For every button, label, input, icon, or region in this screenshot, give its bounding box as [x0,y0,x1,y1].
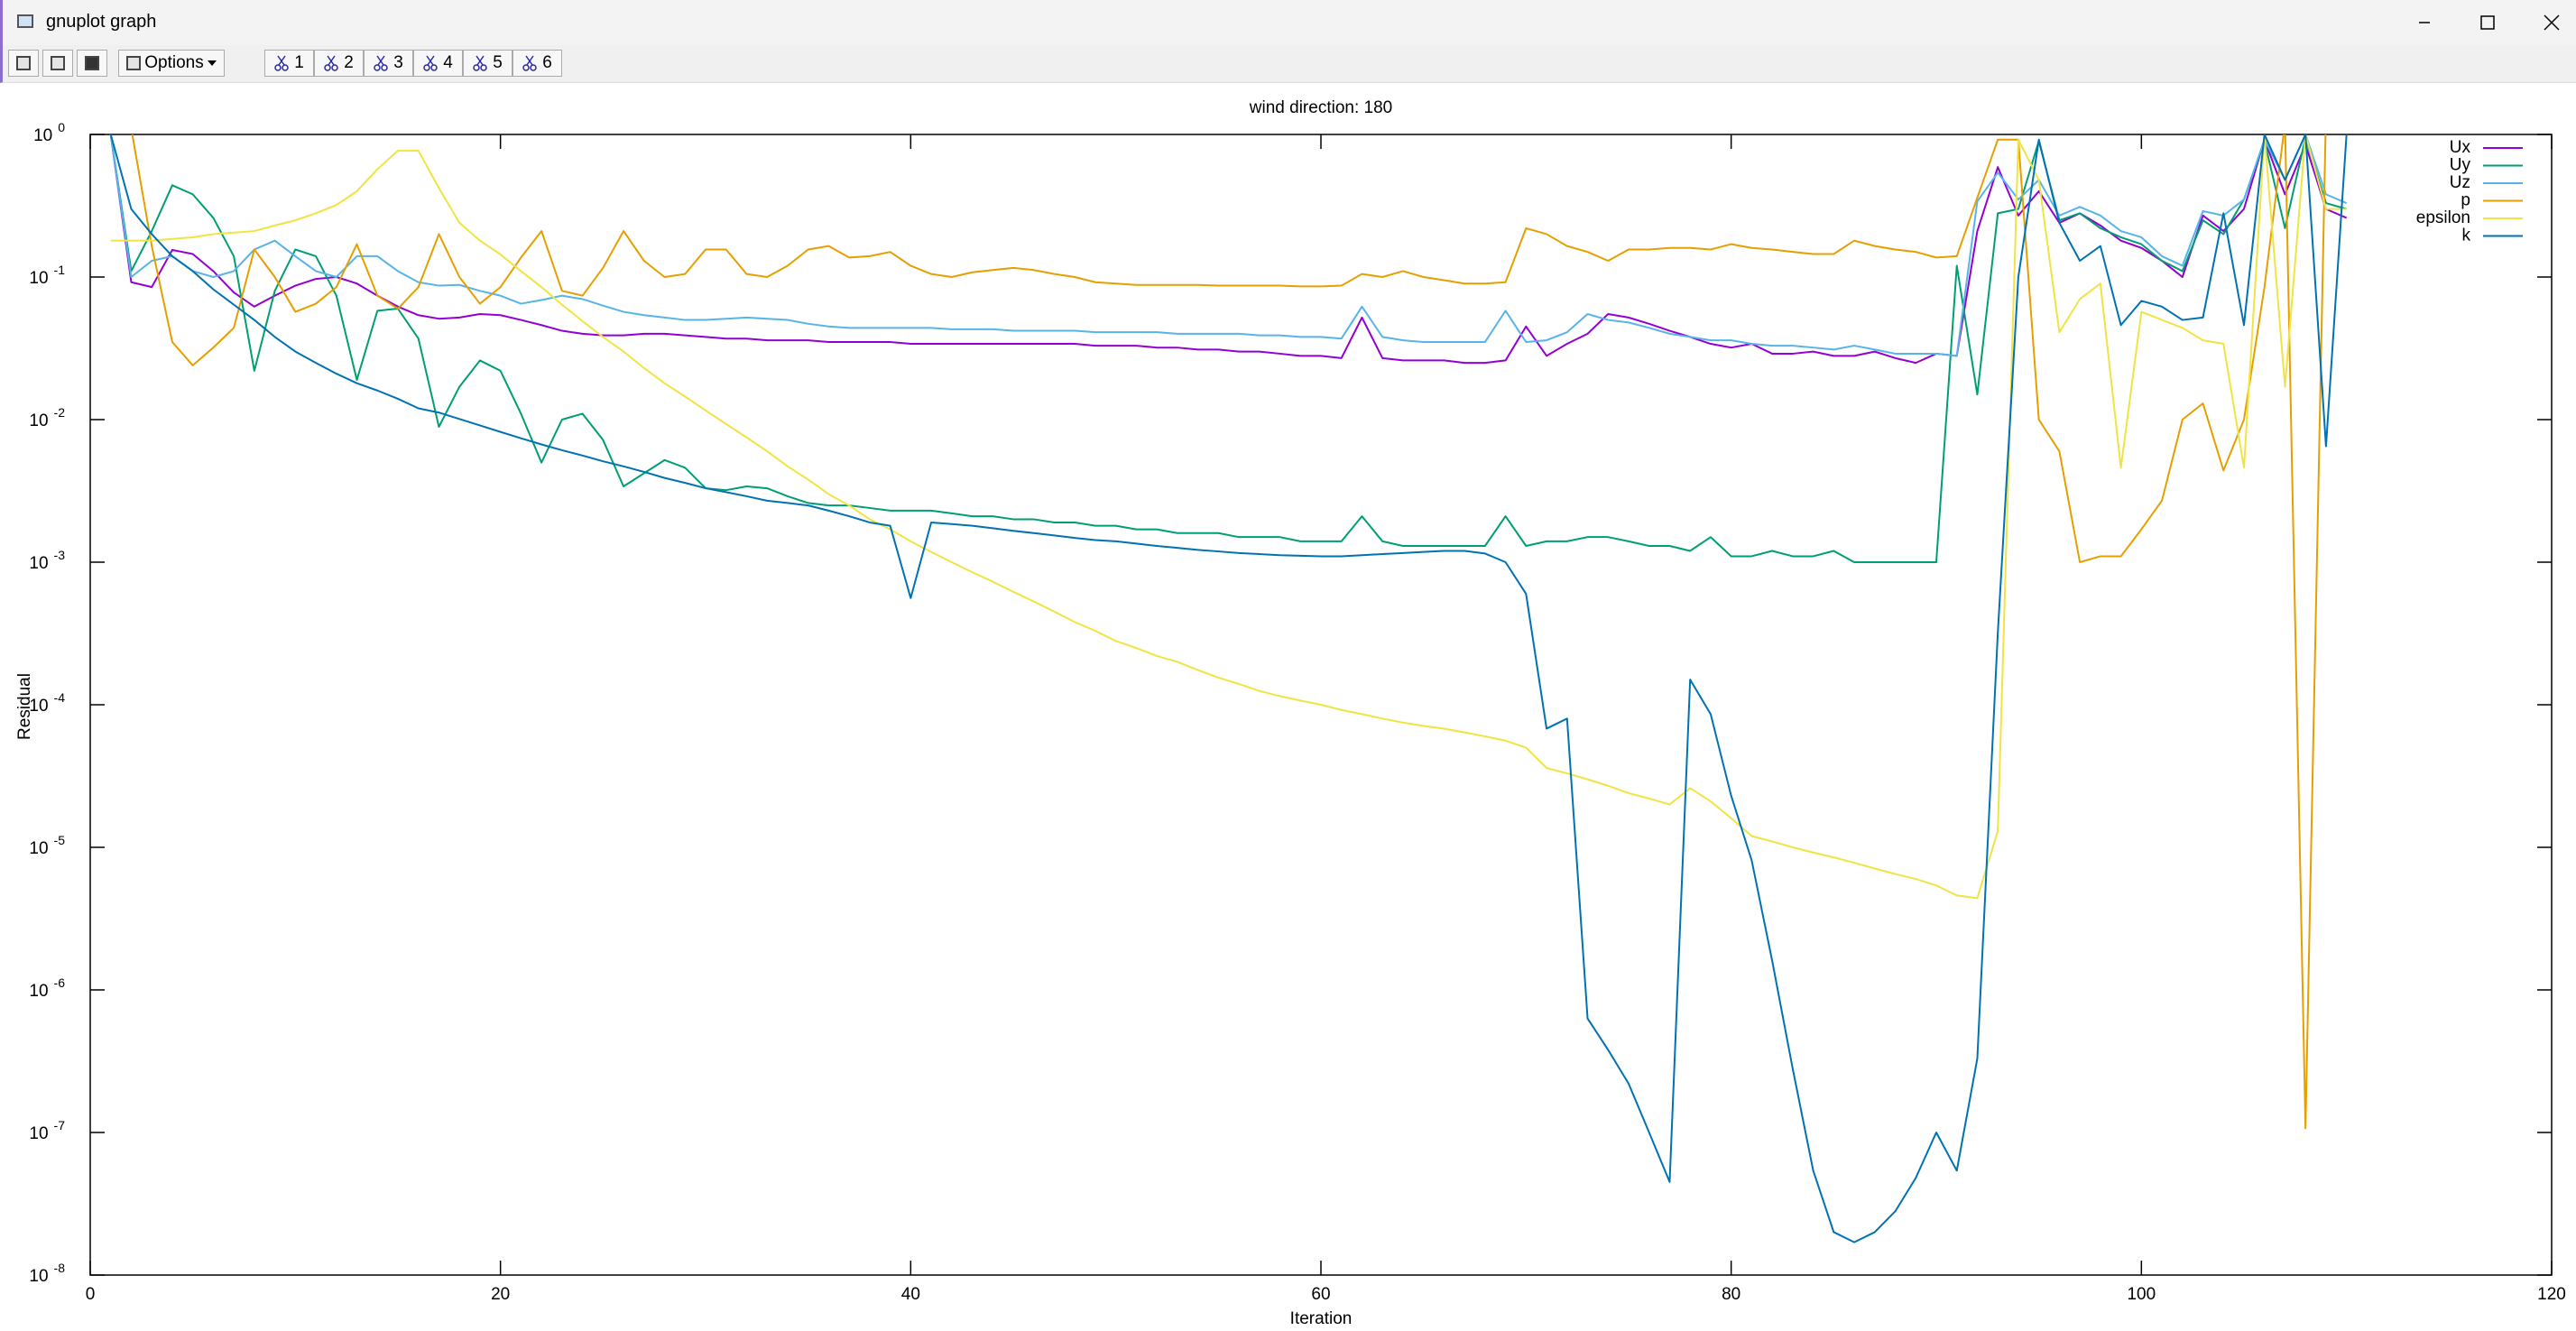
scissors-icon [522,55,537,71]
plot-lines [109,134,2348,1243]
y-tick-label: 10 -8 [29,1261,65,1286]
y-tick-exponent: 0 [58,120,65,134]
series-line [109,134,2348,365]
scissors-icon [274,55,289,71]
y-tick-base: 10 [29,269,48,288]
legend-label: Uy [2450,156,2471,175]
print-button[interactable] [42,50,73,77]
y-tick-exponent: -3 [54,548,66,562]
y-tick-label: 10 -5 [29,833,65,858]
series-line [109,134,2348,357]
y-tick-exponent: -2 [54,405,66,420]
plot-toggle-label: 4 [443,53,453,72]
y-tick-base: 10 [29,411,48,430]
plot-toggle-label: 6 [542,53,552,72]
x-tick-label: 120 [2537,1285,2566,1304]
legend-label: Uz [2450,173,2470,192]
y-tick-exponent: -1 [54,263,66,277]
x-axis-label: Iteration [1290,1309,1353,1328]
x-tick-label: 40 [901,1285,920,1304]
scissors-icon [473,55,487,71]
close-button[interactable] [2534,7,2570,38]
legend-label: epsilon [2416,208,2470,227]
x-tick-label: 60 [1311,1285,1330,1304]
plot-toggle-group: 1 2 3 4 5 6 [264,50,562,77]
series-line [109,134,2347,563]
legend-label: Ux [2450,138,2471,157]
y-tick-label: 10 -2 [29,405,65,430]
legend-label: k [2462,226,2471,245]
y-axis-label: Residual [15,673,34,740]
y-tick-exponent: -8 [54,1261,66,1275]
y-tick-label: 10 0 [33,120,65,145]
y-tick-base: 10 [33,126,52,145]
scissors-icon [324,55,338,71]
save-button[interactable] [77,50,107,77]
y-tick-label: 10 -1 [29,263,65,288]
legend-label: p [2461,191,2470,210]
app-icon [17,14,33,28]
scissors-icon [423,55,438,71]
y-tick-label: 10 -6 [29,975,65,1001]
plot-toggle-label: 5 [493,53,503,72]
plot-toggle[interactable]: 5 [463,50,512,77]
window-title: gnuplot graph [46,12,157,32]
plot-toggle[interactable]: 6 [512,50,562,77]
plot-toggle[interactable]: 2 [314,50,364,77]
y-tick-base: 10 [29,982,48,1001]
x-tick-label: 100 [2127,1285,2156,1304]
toolbar: Options 1 2 3 4 5 6 [0,45,2576,83]
maximize-button[interactable] [2470,7,2506,38]
y-tick-exponent: -4 [54,690,66,705]
y-tick-base: 10 [29,839,48,858]
x-tick-label: 20 [491,1285,510,1304]
y-tick-base: 10 [29,1267,48,1286]
options-button[interactable]: Options [118,50,225,77]
chart-title: wind direction: 180 [1249,98,1392,117]
copy-button[interactable] [8,50,39,77]
title-bar: gnuplot graph [0,0,2576,45]
y-tick-exponent: -7 [54,1118,66,1132]
plot-toggle-label: 1 [294,53,304,72]
scissors-icon [374,55,388,71]
y-tick-label: 10 -3 [29,548,65,573]
y-tick-base: 10 [29,697,48,716]
x-tick-label: 80 [1722,1285,1740,1304]
y-tick-exponent: -6 [54,975,66,990]
y-tick-exponent: -5 [54,833,66,847]
y-tick-label: 10 -4 [29,690,65,716]
plot-toggle[interactable]: 4 [413,50,463,77]
minimize-button[interactable] [2406,7,2442,38]
options-label: Options [144,53,204,72]
series-line [110,134,2347,900]
x-tick-label: 0 [86,1285,96,1304]
y-tick-base: 10 [29,554,48,573]
y-tick-base: 10 [29,1124,48,1143]
y-tick-label: 10 -7 [29,1118,65,1143]
series-line [109,134,2348,1243]
dropdown-arrow [207,60,217,66]
plot-toggle[interactable]: 1 [264,50,314,77]
plot-toggle-label: 3 [393,53,403,72]
plot-toggle-label: 2 [344,53,354,72]
plot-toggle[interactable]: 3 [364,50,413,77]
series-line [131,134,2327,1130]
